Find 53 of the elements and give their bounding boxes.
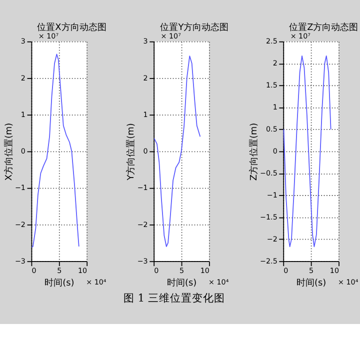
y-axis-title: X方向位置(m): [3, 122, 14, 181]
y-tick-label: −2.5: [260, 256, 278, 266]
text: × 10⁴: [338, 277, 358, 286]
chart-title: 位置X方向动态图: [37, 22, 106, 33]
x-tick-label: 10: [330, 266, 340, 276]
text: × 10⁷: [38, 32, 59, 41]
y-tick-label: 1: [272, 102, 278, 112]
y-tick-label: −2: [266, 234, 278, 244]
y-tick-label: 3: [143, 36, 148, 46]
y-axis-title: Z方向位置(m): [248, 122, 260, 181]
x-axis-title: 时间(s): [44, 278, 74, 289]
x-tick-label: 10: [200, 266, 210, 276]
y-tick-label: 0: [143, 146, 148, 156]
x-axis-title: 时间(s): [296, 278, 326, 289]
line-series: [283, 55, 332, 248]
x-tick-label: 0: [284, 266, 289, 276]
text: × 10⁴: [86, 277, 106, 286]
y-tick-label: 1.5: [266, 80, 278, 90]
line-series: [154, 56, 201, 247]
y-tick-label: 2: [143, 73, 148, 82]
x-tick-label: 0: [32, 266, 37, 276]
chart-title: 位置Z方向动态图: [289, 22, 358, 33]
x-tick-label: 5: [309, 266, 314, 276]
y-tick-label: 0: [272, 146, 278, 156]
y-tick-label: −1: [137, 183, 148, 192]
y-tick-label: −0.5: [260, 168, 278, 178]
x-tick-label: 10: [78, 266, 88, 276]
x-tick-label: 5: [180, 266, 184, 276]
y-tick-label: 1: [143, 110, 148, 119]
caption: 图 1 三维位置变化图: [123, 291, 226, 304]
x-axis-title: 时间(s): [166, 278, 197, 289]
y-tick-label: 3: [20, 36, 26, 46]
y-tick-label: −2: [14, 220, 26, 229]
y-tick-label: −1.5: [260, 212, 278, 222]
text: × 10⁷: [160, 32, 182, 41]
y-tick-label: 0: [20, 146, 26, 156]
y-tick-label: −1: [266, 190, 278, 200]
y-tick-label: 0.5: [266, 124, 278, 134]
y-tick-label: 2.5: [266, 36, 278, 46]
y-tick-label: 1: [20, 110, 26, 119]
text: × 10⁷: [290, 32, 311, 41]
y-tick-label: −2: [137, 220, 148, 229]
y-axis-title: Y方向位置(m): [126, 123, 137, 182]
y-tick-label: −3: [14, 256, 26, 266]
y-tick-label: 2: [272, 58, 278, 68]
y-tick-label: −3: [137, 256, 148, 266]
x-tick-label: 0: [154, 266, 160, 276]
y-tick-label: −1: [14, 183, 26, 192]
chart-title: 位置Y方向动态图: [160, 22, 229, 33]
line-series: [31, 54, 80, 248]
text: × 10⁴: [208, 277, 229, 286]
y-tick-label: 2: [20, 73, 26, 82]
x-tick-label: 5: [57, 266, 62, 276]
